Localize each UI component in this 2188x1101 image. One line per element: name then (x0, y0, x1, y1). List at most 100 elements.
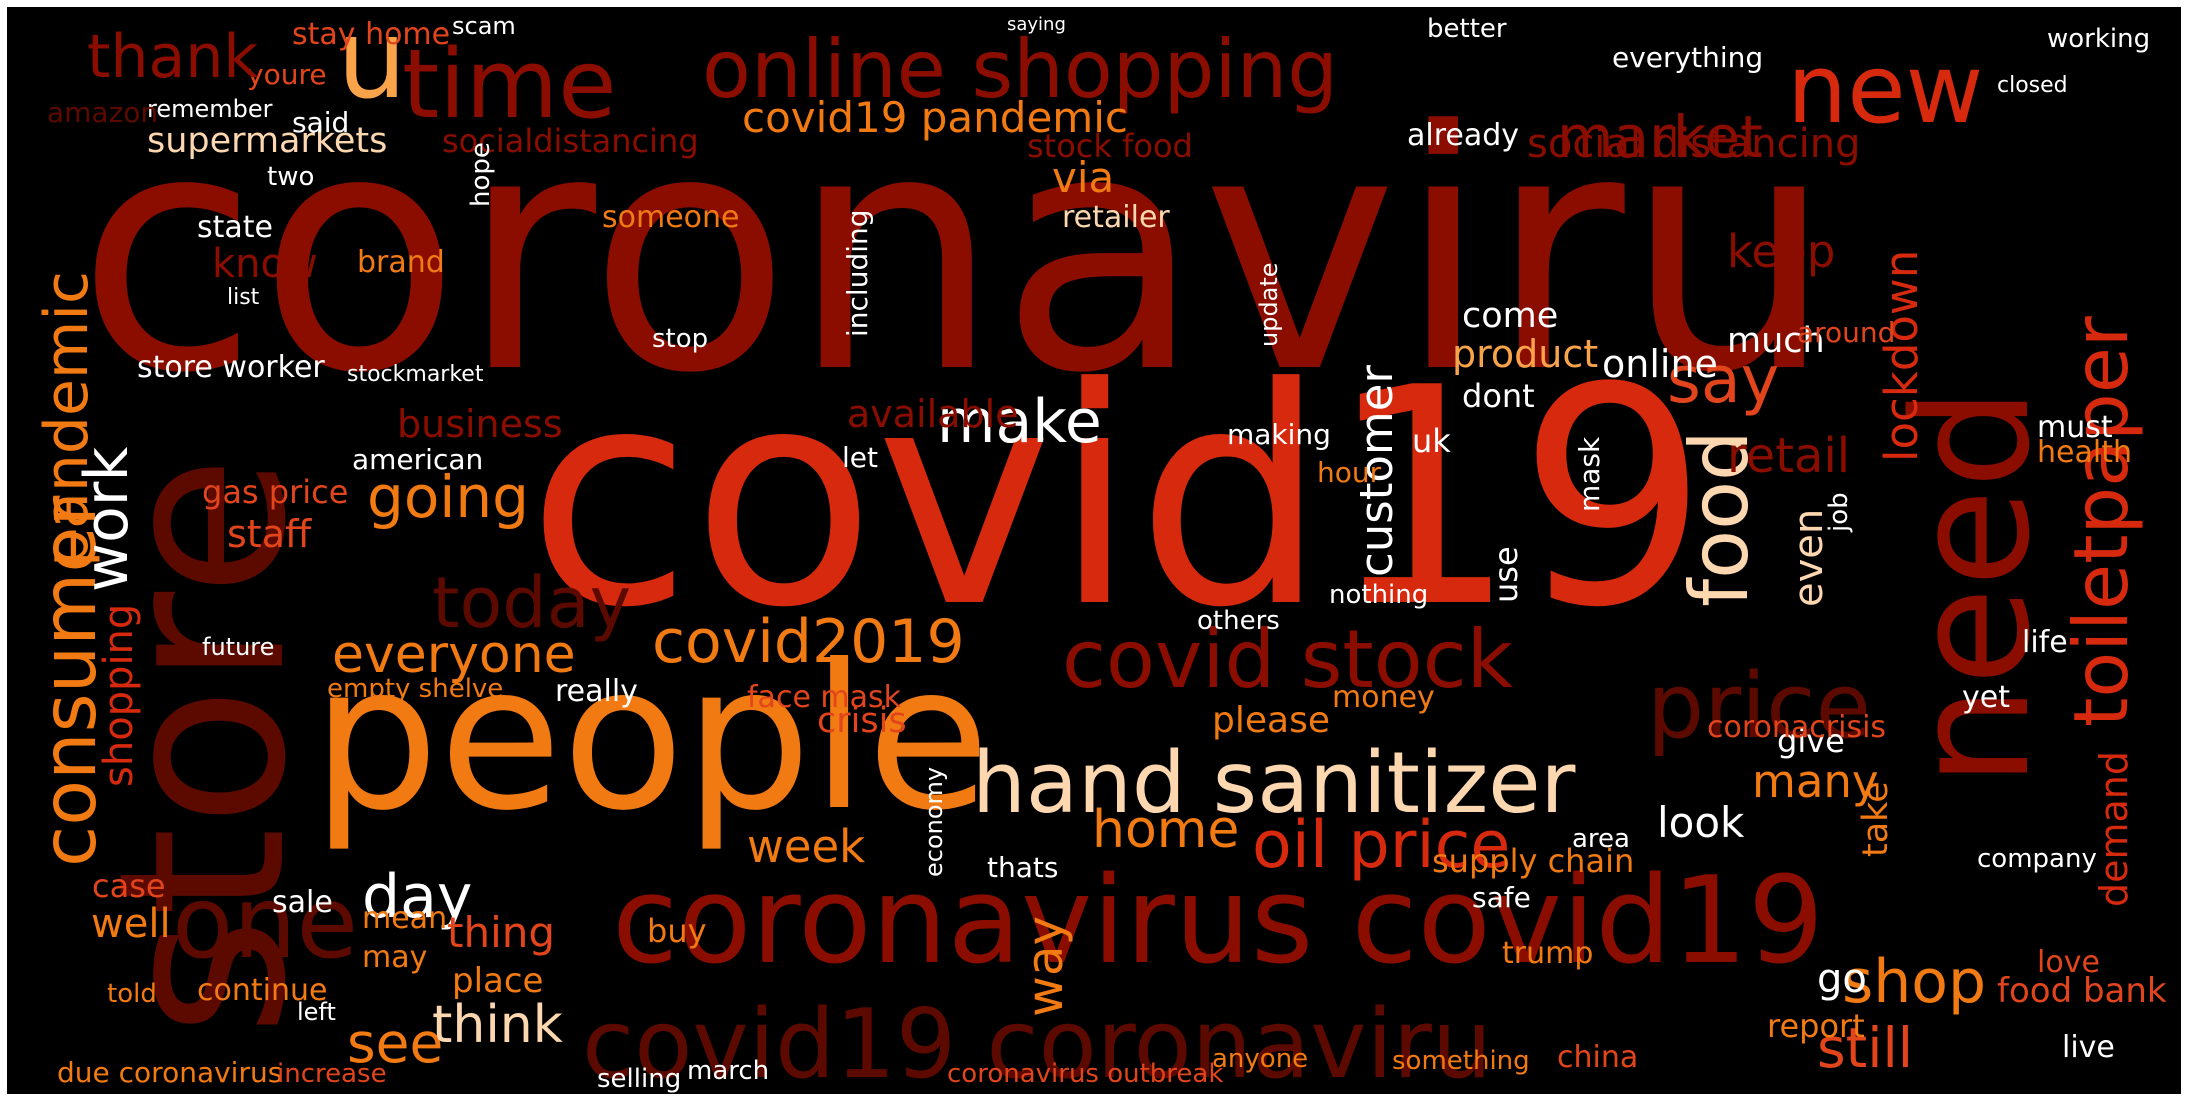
word-51: know (212, 241, 318, 287)
word-115: hour (1317, 456, 1382, 489)
word-45: demand (2092, 751, 2136, 907)
word-109: empty shelve (327, 674, 503, 704)
word-58: online (1602, 342, 1718, 386)
word-62: state (197, 210, 273, 245)
word-27: today (432, 562, 631, 644)
word-122: update (1255, 262, 1283, 347)
word-73: really (555, 674, 638, 709)
word-41: even (1786, 509, 1832, 607)
word-59: stay home (292, 17, 450, 52)
word-30: think (432, 995, 563, 1055)
word-35: market (1557, 103, 1763, 171)
word-15: toiletpaper (2057, 316, 2145, 727)
word-69: dont (1462, 377, 1535, 415)
word-29: see (347, 1011, 443, 1075)
word-11: hand sanitizer (972, 734, 1576, 833)
word-129: said (292, 106, 349, 139)
word-10: new (1787, 35, 1983, 145)
word-39: many (1752, 755, 1879, 808)
word-12: covid stock (1062, 613, 1514, 706)
word-104: march (687, 1056, 769, 1086)
word-84: thing (447, 908, 555, 957)
word-63: store worker (137, 350, 325, 385)
word-47: socialdistancing (442, 122, 699, 160)
word-85: place (452, 961, 543, 1001)
word-18: covid19 pandemic (742, 93, 1128, 142)
word-46: shopping (96, 604, 142, 787)
word-81: told (107, 979, 157, 1009)
word-88: go (1817, 956, 1867, 1002)
word-70: uk (1412, 422, 1451, 460)
word-94: health (2037, 435, 2132, 470)
word-100: due coronavirus (57, 1056, 282, 1089)
word-134: saying (1007, 14, 1066, 35)
word-105: anyone (1212, 1044, 1308, 1074)
word-68: come (1462, 296, 1558, 336)
word-61: thank (87, 22, 258, 92)
word-125: future (202, 633, 274, 661)
word-38: home (1092, 800, 1239, 860)
word-14: price (1647, 654, 1871, 759)
word-13: food (1673, 430, 1766, 607)
word-117: business (397, 402, 563, 446)
word-40: way (1016, 916, 1074, 1017)
word-98: love (2037, 945, 2100, 980)
word-34: still (1817, 1016, 1913, 1080)
word-102: coronavirus outbreak (947, 1059, 1223, 1089)
word-76: gas price (202, 473, 348, 511)
word-49: retail (1727, 428, 1850, 484)
word-5: covid19 coronaviru (582, 990, 1492, 1094)
word-77: mean (362, 901, 447, 936)
word-139: working (2047, 24, 2150, 54)
word-cloud-background (7, 7, 2181, 1094)
word-52: staff (227, 512, 312, 556)
word-82: case (92, 867, 166, 905)
word-24: work (72, 447, 142, 592)
word-21: one (172, 864, 358, 981)
word-1: covid19 (527, 324, 1709, 673)
word-138: company (1977, 844, 2097, 874)
word-110: economy (920, 767, 948, 877)
word-101: increase (277, 1059, 387, 1089)
word-7: online shopping (702, 23, 1338, 116)
word-133: better (1427, 14, 1507, 44)
word-54: via (1052, 153, 1114, 202)
word-6: need (1878, 387, 2065, 787)
word-136: stockmarket (347, 362, 484, 387)
word-48: social distancing (1527, 121, 1861, 167)
word-55: already (1407, 118, 1519, 153)
word-36: supermarkets (147, 121, 387, 161)
word-64: brand (357, 245, 445, 280)
word-91: give (1777, 722, 1845, 760)
word-28: day (362, 862, 472, 932)
word-8: time (402, 30, 617, 140)
word-137: food bank (1997, 971, 2167, 1011)
word-120: making (1227, 418, 1331, 451)
word-99: live (2062, 1030, 2115, 1065)
word-65: retailer (1062, 200, 1170, 235)
word-93: crisis (817, 701, 907, 741)
word-32: lockdown (1875, 250, 1928, 462)
word-127: money (1332, 680, 1435, 715)
word-135: list (227, 285, 260, 310)
word-53: stock food (1027, 127, 1193, 165)
word-111: face mask (747, 680, 902, 715)
word-17: pandemic (32, 271, 102, 567)
word-50: keep (1727, 225, 1835, 278)
word-128: others (1197, 606, 1280, 636)
word-66: someone (602, 200, 740, 235)
word-67: much (1727, 321, 1825, 361)
word-140: closed (1997, 73, 2068, 98)
word-124: around (1797, 316, 1895, 349)
word-131: remember (147, 95, 273, 123)
word-74: nothing (1329, 580, 1428, 610)
word-106: something (1392, 1046, 1530, 1076)
word-126: left (297, 998, 336, 1026)
word-71: mask (1573, 436, 1606, 512)
word-116: american (352, 443, 483, 476)
word-31: say (1667, 343, 1779, 418)
word-56: everything (1612, 41, 1763, 74)
word-112: thats (987, 851, 1058, 884)
word-26: everyone (332, 625, 576, 685)
word-72: hope (466, 142, 496, 207)
